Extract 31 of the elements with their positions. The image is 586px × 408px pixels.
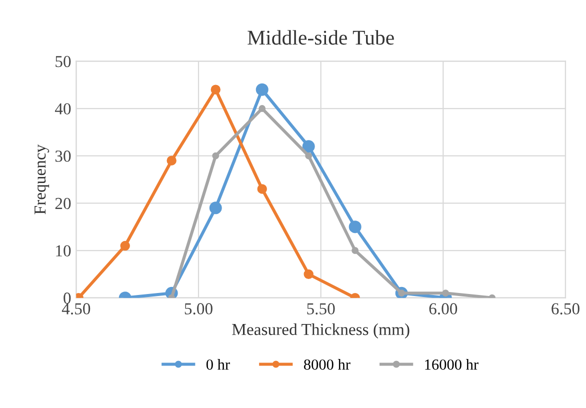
x-tick-label: 4.50: [62, 303, 90, 315]
point: [442, 290, 450, 297]
x-tick-label: 6.00: [429, 303, 458, 315]
point: [212, 152, 220, 160]
point: [348, 220, 362, 234]
point: [257, 184, 267, 194]
point: [120, 240, 130, 251]
x-tick-label: 5.00: [184, 303, 212, 315]
point: [302, 140, 315, 153]
legend-label: 0 hr: [206, 359, 230, 370]
y-tick-label: 20: [55, 198, 71, 210]
y-tick-label: 10: [56, 245, 71, 256]
y-tick-label: 0: [64, 292, 71, 304]
legend-label: 16000 hr: [425, 359, 478, 370]
point: [305, 152, 312, 160]
point: [256, 83, 268, 96]
point: [352, 247, 359, 254]
point: [258, 105, 266, 112]
point: [210, 84, 220, 94]
x-axis-title: Measured Thickness (mm): [232, 323, 410, 338]
point: [166, 156, 176, 166]
y-tick-label: 30: [55, 150, 71, 162]
point: [209, 202, 222, 214]
chart-title: Middle-side Tube: [248, 30, 394, 45]
point: [304, 269, 314, 280]
y-tick-label: 50: [56, 56, 71, 68]
legend-label: 8000 hr: [304, 359, 350, 370]
x-tick-label: 5.50: [307, 303, 335, 315]
y-axis-title: Frequency: [34, 144, 50, 214]
y-tick-label: 40: [54, 103, 71, 114]
x-tick-label: 6.50: [552, 303, 580, 315]
